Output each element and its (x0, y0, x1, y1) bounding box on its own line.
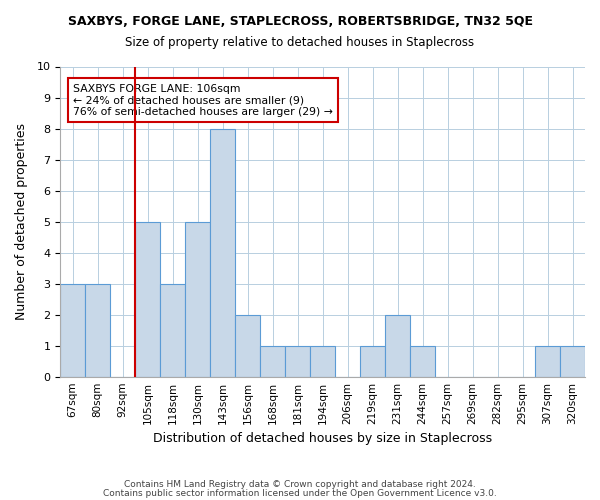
X-axis label: Distribution of detached houses by size in Staplecross: Distribution of detached houses by size … (153, 432, 492, 445)
Text: Contains HM Land Registry data © Crown copyright and database right 2024.: Contains HM Land Registry data © Crown c… (124, 480, 476, 489)
Bar (360, 346, 385, 376)
Text: SAXBYS FORGE LANE: 106sqm
← 24% of detached houses are smaller (9)
76% of semi-d: SAXBYS FORGE LANE: 106sqm ← 24% of detac… (73, 84, 333, 117)
Bar (310, 346, 335, 376)
Bar (160, 284, 185, 376)
Bar (385, 314, 410, 376)
Bar (285, 346, 310, 376)
Text: SAXBYS, FORGE LANE, STAPLECROSS, ROBERTSBRIDGE, TN32 5QE: SAXBYS, FORGE LANE, STAPLECROSS, ROBERTS… (67, 15, 533, 28)
Bar (260, 346, 285, 376)
Text: Contains public sector information licensed under the Open Government Licence v3: Contains public sector information licen… (103, 489, 497, 498)
Bar (185, 222, 210, 376)
Bar (535, 346, 560, 376)
Y-axis label: Number of detached properties: Number of detached properties (15, 123, 28, 320)
Bar (410, 346, 435, 376)
Bar (235, 314, 260, 376)
Bar (60, 284, 85, 376)
Bar (85, 284, 110, 376)
Text: Size of property relative to detached houses in Staplecross: Size of property relative to detached ho… (125, 36, 475, 49)
Bar (135, 222, 160, 376)
Bar (210, 128, 235, 376)
Bar (560, 346, 585, 376)
